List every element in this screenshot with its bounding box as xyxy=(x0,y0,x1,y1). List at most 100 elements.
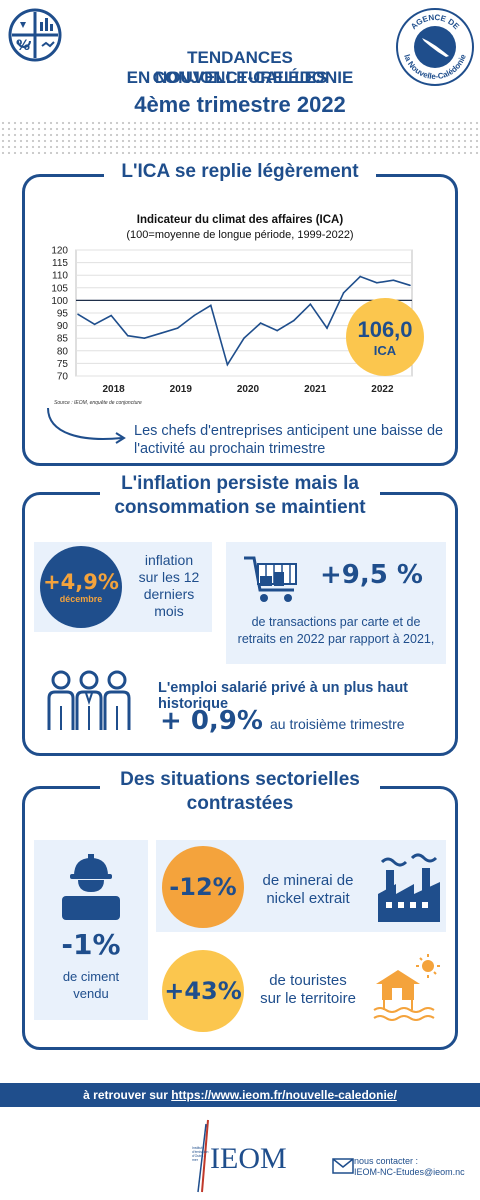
ica-data-point xyxy=(226,363,229,366)
ica-data-point xyxy=(93,323,96,326)
page-title-line2: EN NOUVELLE-CALÉDONIE xyxy=(126,68,354,87)
contact-label: nous contacter : xyxy=(354,1156,419,1166)
section-inflation-title-line2: consommation se maintient xyxy=(100,496,380,520)
ica-label: ICA xyxy=(373,342,397,358)
contact-email-link[interactable]: IEOM-NC-Etudes@ieom.nc xyxy=(354,1167,465,1177)
emploi-title-line1: L'emploi salarié privé à un plus haut xyxy=(158,680,409,696)
nickel-value: -12% xyxy=(169,873,237,901)
inflation-text: inflation sur les 12 derniers mois xyxy=(128,552,210,620)
nickel-text-line1: de minerai de xyxy=(262,872,354,889)
ica-data-point xyxy=(309,303,312,305)
percent-symbol: % xyxy=(16,38,31,54)
x-tick-label: 2020 xyxy=(237,384,260,395)
x-tick-label: 2021 xyxy=(304,384,327,395)
emploi-title: L'emploi salarié privé à un plus haut hi… xyxy=(158,680,448,712)
ica-data-point xyxy=(392,279,395,282)
x-tick-label: 2022 xyxy=(371,384,394,395)
ica-data-point xyxy=(160,332,162,334)
ica-data-point xyxy=(409,284,411,287)
ica-data-point xyxy=(110,314,112,317)
ica-data-point xyxy=(127,334,129,337)
ieom-logo: Institut d'émission d'Outre-mer IEOM xyxy=(192,1118,292,1194)
ica-data-point xyxy=(276,329,278,332)
inflation-text-line1: inflation xyxy=(144,552,194,568)
ieom-logo-mark xyxy=(197,1119,209,1193)
section-sector-title-line1: Des situations sectorielles xyxy=(100,768,380,792)
ica-value-circle: 106,0 ICA xyxy=(346,298,424,376)
ica-value: 106,0 xyxy=(357,316,413,342)
ciment-text: de ciment vendu xyxy=(34,968,148,1002)
ica-data-point xyxy=(193,314,195,317)
card-text-line2: retraits en 2022 par rapport à 2021, xyxy=(237,632,435,646)
y-tick-label: 115 xyxy=(52,258,68,269)
card-text-line1: de transactions par carte et de xyxy=(251,615,421,629)
y-tick-label: 70 xyxy=(57,372,69,383)
page-title-line1: TENDANCES CONJONCTURELLES xyxy=(152,48,328,87)
emploi-value: + 0,9% xyxy=(160,706,263,736)
card-text: de transactions par carte et de retraits… xyxy=(228,614,444,648)
inflation-circle: +4,9% décembre xyxy=(40,546,122,628)
ica-data-point xyxy=(210,304,212,307)
x-tick-label: 2019 xyxy=(170,384,193,395)
factory-icon xyxy=(378,853,440,922)
card-value: +9,5 % xyxy=(320,560,423,590)
ica-data-point xyxy=(143,337,146,339)
chart-source: Source : IEOM, enquête de conjoncture xyxy=(54,400,142,406)
x-tick-label: 2018 xyxy=(102,384,125,395)
y-tick-label: 85 xyxy=(57,334,69,345)
y-tick-label: 95 xyxy=(57,309,69,320)
tourist-value: +43% xyxy=(164,977,242,1005)
ieom-logo-text: IEOM xyxy=(210,1142,287,1175)
website-link[interactable]: https://www.ieom.fr/nouvelle-caledonie/ xyxy=(171,1088,397,1102)
ica-data-point xyxy=(342,292,345,294)
inflation-text-line4: mois xyxy=(154,603,184,619)
ica-data-point xyxy=(259,322,262,324)
tourist-text-line1: de touristes xyxy=(269,972,347,989)
stats-logo-icon xyxy=(8,8,62,62)
y-tick-label: 120 xyxy=(51,246,68,257)
tourist-text: de touristes sur le territoire xyxy=(250,972,366,1008)
ica-data-point xyxy=(293,319,295,322)
footer-link-bar: à retrouver sur https://www.ieom.fr/nouv… xyxy=(0,1083,480,1107)
email-icon xyxy=(332,1158,354,1174)
nickel-circle: -12% xyxy=(162,846,244,928)
shopping-cart-icon xyxy=(244,556,297,602)
ica-data-point xyxy=(77,313,79,316)
quarter-title: 4ème trimestre 2022 xyxy=(134,92,346,117)
inflation-text-line3: derniers xyxy=(143,586,195,602)
section-inflation-title-line1: L'inflation persiste mais la xyxy=(100,472,380,496)
ica-data-point xyxy=(359,275,362,278)
chart-subtitle: (100=moyenne de longue période, 1999-202… xyxy=(126,229,354,241)
chart-title: Indicateur du climat des affaires (ICA) xyxy=(136,214,344,226)
emploi-title-line2: historique xyxy=(158,696,229,712)
nickel-text: de minerai de nickel extrait xyxy=(250,872,366,908)
y-tick-label: 100 xyxy=(51,296,68,307)
ica-data-point xyxy=(176,327,179,329)
ciment-text-line1: de ciment xyxy=(62,969,120,984)
curved-arrow-icon xyxy=(47,407,126,444)
footer-prefix: à retrouver sur xyxy=(83,1088,172,1102)
nickel-text-line2: nickel extrait xyxy=(266,890,350,907)
y-tick-label: 80 xyxy=(57,346,69,357)
section-ica-title: L'ICA se replie légèrement xyxy=(104,160,376,184)
ciment-value: -1% xyxy=(61,928,121,961)
inflation-value: +4,9% xyxy=(43,570,119,594)
tourist-text-line2: sur le territoire xyxy=(260,990,356,1007)
ciment-text-line2: vendu xyxy=(73,986,109,1001)
y-tick-label: 90 xyxy=(57,321,69,332)
beach-bungalow-icon xyxy=(373,954,440,1021)
header-divider xyxy=(0,120,480,154)
section-sector-title-line2: contrastées xyxy=(100,792,380,816)
ica-data-point xyxy=(326,327,328,329)
inflation-month: décembre xyxy=(59,594,103,604)
employees-icon xyxy=(47,670,131,730)
y-tick-label: 110 xyxy=(52,271,68,282)
ica-comment: Les chefs d'entreprises anticipent une b… xyxy=(134,423,444,457)
agency-badge: AGENCE DE la Nouvelle-Calédonie xyxy=(394,6,476,88)
tourist-circle: +43% xyxy=(162,950,244,1032)
ieom-logo-subtitle: Institut d'émission d'Outre-mer xyxy=(192,1146,209,1162)
y-tick-label: 105 xyxy=(51,283,68,294)
y-tick-label: 75 xyxy=(57,359,69,370)
construction-worker-icon xyxy=(62,854,120,920)
ica-data-point xyxy=(376,281,378,284)
